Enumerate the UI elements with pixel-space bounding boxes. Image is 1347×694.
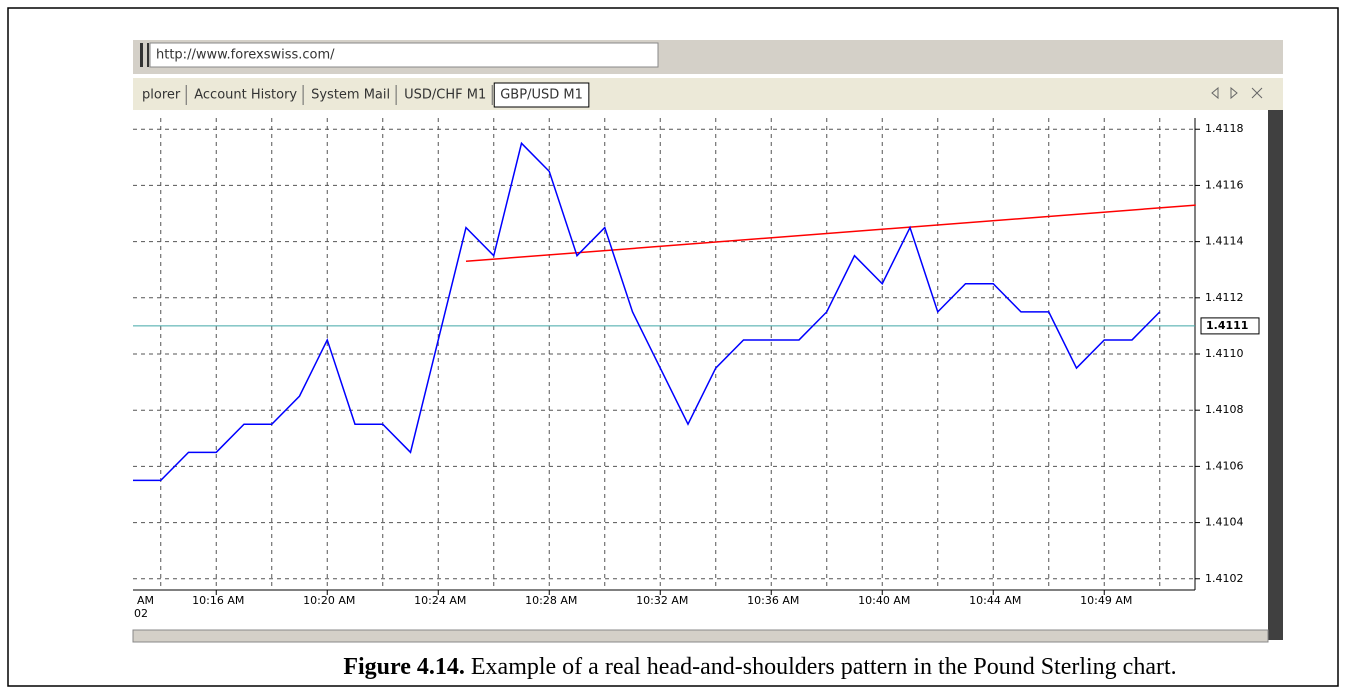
y-tick-label: 1.4114 — [1205, 235, 1244, 248]
tab-label[interactable]: Account History — [194, 88, 297, 103]
url-box[interactable] — [149, 42, 659, 68]
close-icon[interactable] — [1251, 87, 1263, 99]
active-tab — [493, 82, 590, 108]
y-tick-label: 1.4118 — [1205, 122, 1244, 135]
tab-bar — [133, 78, 1283, 110]
y-tick-label: 1.4110 — [1205, 347, 1244, 360]
prev-icon[interactable] — [1211, 86, 1219, 100]
chart-area — [133, 110, 1283, 640]
grip — [147, 43, 149, 67]
x-tick-label: 10:36 AM — [747, 594, 799, 607]
x-tick-label: 10:44 AM — [969, 594, 1021, 607]
x-tick-label: 10:20 AM — [303, 594, 355, 607]
tab-label[interactable]: plorer — [142, 88, 181, 103]
x-tick-label: 10:28 AM — [525, 594, 577, 607]
next-icon[interactable] — [1230, 86, 1238, 100]
tab-label[interactable]: GBP/USD M1 — [500, 88, 583, 103]
trendline — [465, 204, 1196, 263]
tab-nav — [1211, 86, 1263, 100]
y-tick-label: 1.4112 — [1205, 291, 1244, 304]
price-series — [133, 141, 1161, 482]
caption-label: Figure 4.14. — [343, 654, 465, 680]
x-tick-label: 10:24 AM — [414, 594, 466, 607]
y-tick-label: 1.4108 — [1205, 403, 1244, 416]
price-label: 1.4111 — [1206, 319, 1248, 332]
grip — [140, 43, 143, 67]
y-tick-label: 1.4116 — [1205, 178, 1244, 191]
y-tick-label: 1.4106 — [1205, 459, 1244, 472]
tab-label[interactable]: USD/CHF M1 — [404, 88, 486, 103]
x-tick-label: 10:40 AM — [858, 594, 910, 607]
chart: 1.4102 1.4104 1.4106 1.4108 1.4110 1.4112 1.41… — [133, 118, 1260, 620]
tabs: plorer Account History System Mail USD/CHF … — [142, 82, 590, 108]
figure-border — [7, 7, 1339, 687]
x-tick-label: 10:16 AM — [192, 594, 244, 607]
y-tick-label: 1.4102 — [1205, 572, 1244, 585]
scrollbar — [1268, 110, 1283, 640]
y-tick-label: 1.4104 — [1205, 516, 1244, 529]
x-tick-fragment: 02 — [134, 607, 148, 620]
x-tick-fragment: AM — [137, 594, 154, 607]
x-tick-label: 10:49 AM — [1080, 594, 1132, 607]
tab-label[interactable]: System Mail — [311, 88, 390, 103]
price-label-box — [1200, 317, 1260, 335]
caption: Figure 4.14. Example of a real head-and-… — [343, 654, 1176, 680]
caption-text: Example of a real head-and-shoulders pat… — [471, 654, 1177, 680]
terminal-header — [132, 629, 1269, 643]
url: http://www.forexswiss.com/ — [156, 48, 335, 63]
x-tick-label: 10:32 AM — [636, 594, 688, 607]
